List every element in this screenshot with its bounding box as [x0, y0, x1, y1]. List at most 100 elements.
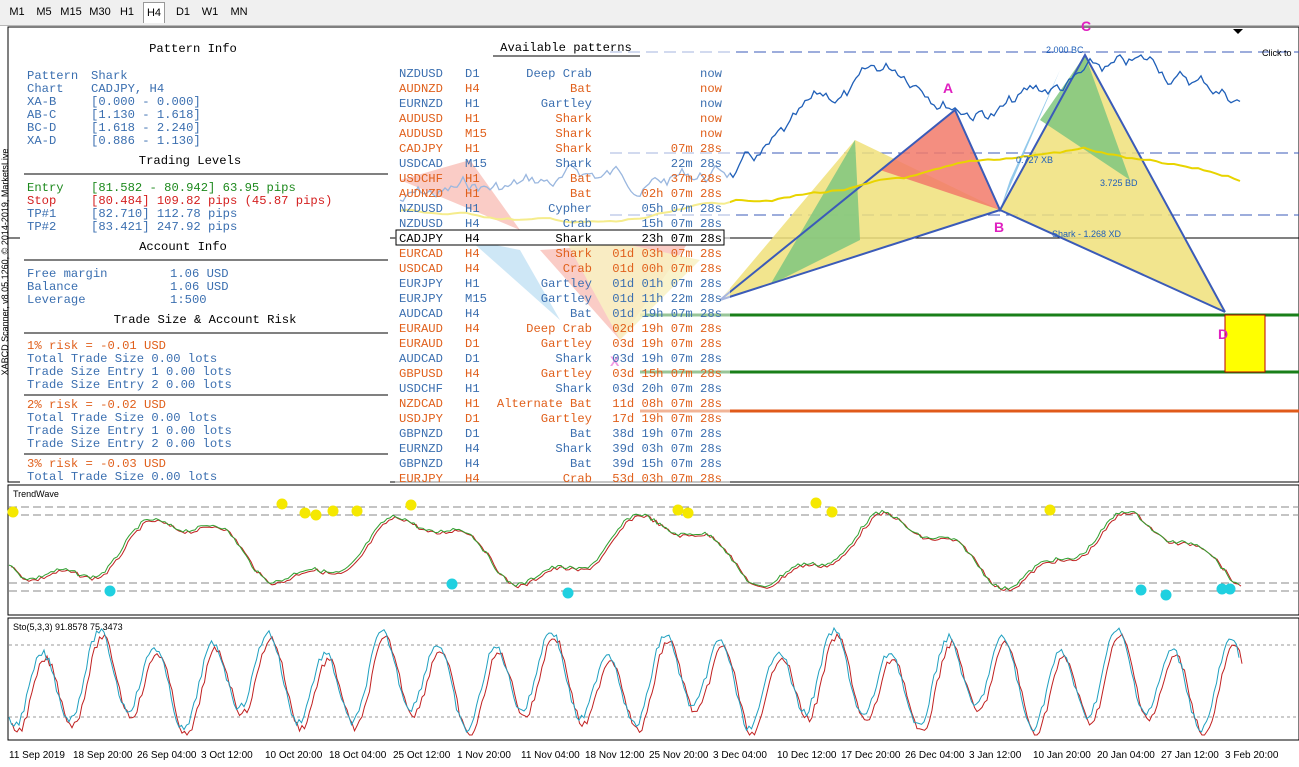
pattern-row-timeframe: M15: [465, 292, 487, 306]
time-axis-label: 18 Oct 04:00: [329, 750, 387, 761]
pattern-row[interactable]: CADJPY H4 Shark 23h 07m 28s: [395, 229, 725, 246]
time-axis-label: 3 Feb 20:00: [1225, 750, 1279, 761]
pattern-row[interactable]: EURJPY H1 Gartley 01d 01h 07m 28s: [399, 277, 722, 291]
timeframe-m1-button[interactable]: M1: [9, 6, 25, 18]
pattern-row[interactable]: EURAUD D1 Gartley 03d 19h 07m 28s: [399, 337, 722, 351]
trendwave-oversold-dot: [1216, 583, 1228, 595]
pattern-row[interactable]: NZDCAD H1 Alternate Bat 11d 08h 07m 28s: [399, 397, 722, 411]
pattern-row-pair: AUDNZD: [399, 82, 443, 96]
pattern-row-age: 01d 19h 07m 28s: [612, 307, 722, 321]
trendwave-overbought-dot: [299, 507, 311, 519]
pattern-row[interactable]: EURJPY M15 Gartley 01d 11h 22m 28s: [399, 292, 722, 306]
pattern-row-name: Shark: [555, 382, 592, 396]
trendwave-overbought-dot: [351, 505, 363, 517]
pattern-row-name: Alternate Bat: [497, 397, 592, 411]
risk-line: Total Trade Size 0.00 lots: [27, 411, 217, 425]
pattern-row-name: Gartley: [541, 337, 592, 351]
time-axis-label: 17 Dec 20:00: [841, 750, 901, 761]
timeframe-m15-button[interactable]: M15: [60, 6, 82, 18]
pattern-row-timeframe: H4: [465, 247, 480, 261]
pattern-row-age: 17d 19h 07m 28s: [612, 412, 722, 426]
timeframe-toolbar: M1 M5 M15 M30 H1 H4 D1 W1 MN: [0, 0, 1299, 26]
pattern-row[interactable]: EURJPY H4 Crab 53d 03h 07m 28s: [399, 472, 722, 486]
pattern-row-name: Bat: [570, 172, 592, 186]
stochastic-indicator: Sto(5,3,3) 91.8578 75.3473: [8, 622, 1299, 736]
timeframe-h4-button[interactable]: H4: [143, 2, 165, 23]
trading-level-value: [82.710] 112.78 pips: [91, 207, 237, 221]
pattern-row[interactable]: USDCAD H4 Crab 01d 00h 07m 28s: [399, 262, 722, 276]
pattern-row-age: 11d 08h 07m 28s: [612, 397, 722, 411]
pattern-row-age: 03d 19h 07m 28s: [612, 337, 722, 351]
pattern-row-pair: AUDUSD: [399, 127, 443, 141]
pattern-row[interactable]: GBPNZD H4 Bat 39d 15h 07m 28s: [399, 457, 722, 471]
pattern-row-age: now: [700, 127, 723, 141]
timeframe-mn-button[interactable]: MN: [230, 6, 248, 18]
timeframe-m30-button[interactable]: M30: [89, 6, 111, 18]
pattern-row-timeframe: H1: [465, 172, 480, 186]
pattern-row[interactable]: GBPUSD H4 Gartley 03d 15h 07m 28s: [399, 367, 722, 381]
risk-header: 2% risk = -0.02 USD: [27, 398, 166, 412]
timeframe-w1-button[interactable]: W1: [201, 6, 219, 18]
trading-level-value: [80.484] 109.82 pips (45.87 pips): [91, 194, 332, 208]
stochastic-frame: [7, 617, 1299, 741]
pattern-row-timeframe: H4: [465, 232, 480, 246]
pattern-row[interactable]: EURNZD H4 Shark 39d 03h 07m 28s: [399, 442, 722, 456]
pattern-row-pair: EURJPY: [399, 292, 444, 306]
pattern-row[interactable]: GBPNZD D1 Bat 38d 19h 07m 28s: [399, 427, 722, 441]
pattern-info-key: AB-C: [27, 108, 56, 122]
account-info-value: 1:500: [170, 293, 207, 307]
trendwave-overbought-dot: [682, 507, 694, 519]
pattern-row[interactable]: AUDCAD H4 Bat 01d 19h 07m 28s: [399, 307, 722, 321]
pattern-row[interactable]: AUDCAD D1 Shark 03d 19h 07m 28s: [399, 352, 722, 366]
pattern-info-value: [0.886 - 1.130]: [91, 134, 201, 148]
timeframe-m5-button[interactable]: M5: [36, 6, 52, 18]
pattern-row-timeframe: H1: [465, 97, 480, 111]
pattern-info-key: Chart: [27, 82, 64, 96]
pattern-row[interactable]: USDJPY D1 Gartley 17d 19h 07m 28s: [399, 412, 722, 426]
pattern-row[interactable]: NZDUSD H4 Crab 15h 07m 28s: [399, 217, 722, 231]
pattern-row-pair: NZDCAD: [399, 397, 443, 411]
time-axis-label: 27 Jan 12:00: [1161, 750, 1219, 761]
time-axis-label: 20 Jan 04:00: [1097, 750, 1155, 761]
timeframe-d1-button[interactable]: D1: [175, 6, 191, 18]
d-zone-box: [1224, 314, 1266, 373]
timeframe-h1-button[interactable]: H1: [119, 6, 135, 18]
pattern-row-age: 37m 28s: [671, 172, 722, 186]
patterns-table-bg: [395, 31, 730, 483]
pattern-row-pair: EURCAD: [399, 247, 443, 261]
pattern-row-timeframe: H1: [465, 142, 480, 156]
pattern-row-pair: USDCHF: [399, 172, 443, 186]
trendwave-signal-line: [10, 511, 1242, 592]
pattern-row[interactable]: AUDNZD H1 Bat 02h 07m 28s: [399, 187, 722, 201]
pattern-row-name: Bat: [570, 307, 592, 321]
pattern-row-timeframe: H1: [465, 382, 480, 396]
trendwave-indicator: TrendWave: [7, 489, 1299, 601]
time-axis-label: 10 Jan 20:00: [1033, 750, 1091, 761]
pattern-row[interactable]: USDCHF H1 Bat 37m 28s: [399, 172, 722, 186]
pattern-row[interactable]: USDCAD M15 Shark 22m 28s: [399, 157, 722, 171]
pattern-row[interactable]: EURNZD H1 Gartley now: [399, 97, 723, 111]
pattern-row-name: Gartley: [541, 277, 592, 291]
time-axis-label: 25 Nov 20:00: [649, 750, 709, 761]
risk-line: Trade Size Entry 2 0.00 lots: [27, 437, 232, 451]
pattern-row-age: now: [700, 82, 723, 96]
pattern-info-key: XA-B: [27, 95, 56, 109]
pattern-row-name: Shark: [555, 247, 592, 261]
time-axis-label: 1 Nov 20:00: [457, 750, 511, 761]
pattern-row[interactable]: AUDNZD H4 Bat now: [399, 82, 723, 96]
pattern-row[interactable]: EURAUD H4 Deep Crab 02d 19h 07m 28s: [399, 322, 722, 336]
risk-line: Trade Size Entry 1 0.00 lots: [27, 424, 232, 438]
time-axis-label: 26 Sep 04:00: [137, 750, 197, 761]
pattern-row-name: Shark: [555, 442, 592, 456]
pattern-row[interactable]: NZDUSD H1 Cypher 05h 07m 28s: [399, 202, 722, 216]
pattern-info-title: Pattern Info: [149, 42, 237, 56]
pattern-row[interactable]: AUDUSD M15 Shark now: [399, 127, 723, 141]
pattern-row[interactable]: EURCAD H4 Shark 01d 03h 07m 28s: [399, 247, 722, 261]
pattern-row[interactable]: CADJPY H1 Shark 07m 28s: [399, 142, 722, 156]
pattern-row[interactable]: USDCHF H1 Shark 03d 20h 07m 28s: [399, 382, 722, 396]
pattern-row[interactable]: AUDUSD H1 Shark now: [399, 112, 723, 126]
pattern-row-timeframe: H4: [465, 457, 480, 471]
pattern-row[interactable]: NZDUSD D1 Deep Crab now: [399, 67, 723, 81]
